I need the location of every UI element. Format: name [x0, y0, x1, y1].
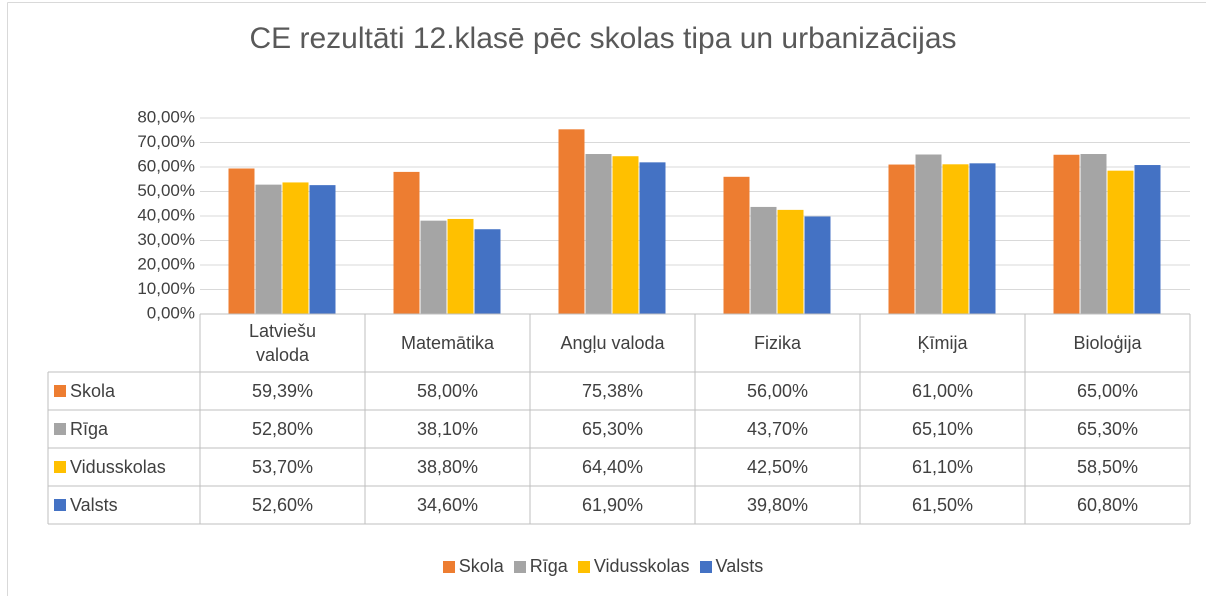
- x-tick-cell: Latviešu valoda: [200, 314, 365, 372]
- bar: [1134, 165, 1161, 314]
- chart-title: CE rezultāti 12.klasē pēc skolas tipa un…: [249, 22, 957, 55]
- bar: [777, 209, 804, 314]
- table-row-header: Vidusskolas: [48, 448, 200, 486]
- bar: [969, 163, 996, 314]
- series-name: Rīga: [70, 418, 109, 439]
- x-tick-label: Angļu valoda: [560, 333, 665, 353]
- x-tick-label: Bioloģija: [1073, 333, 1142, 353]
- bar: [804, 216, 831, 314]
- series-name: Skola: [70, 380, 116, 401]
- bar: [1080, 154, 1107, 314]
- series-name: Valsts: [70, 494, 118, 515]
- data-label: 52,60%: [251, 494, 314, 515]
- legend-key: [699, 560, 712, 573]
- y-tick-label: 70,00%: [137, 132, 195, 151]
- bar: [228, 168, 255, 314]
- legend-key: [54, 499, 66, 511]
- data-label: 38,10%: [416, 418, 479, 439]
- table-row-header: Rīga: [48, 410, 200, 448]
- data-label: 42,50%: [746, 456, 809, 477]
- legend: Skola Rīga Vidusskolas Valsts: [0, 556, 1206, 577]
- data-label: 58,00%: [416, 380, 479, 401]
- legend-key: [577, 560, 590, 573]
- y-tick-label: 30,00%: [137, 230, 195, 249]
- legend-item: Valsts: [699, 556, 764, 577]
- x-tick-cell: Angļu valoda: [530, 314, 695, 372]
- legend-key: [442, 560, 455, 573]
- bar: [888, 164, 915, 314]
- y-tick-label: 0,00%: [147, 303, 195, 322]
- bar: [474, 229, 501, 314]
- x-tick-label: Latviešu valoda: [248, 321, 317, 365]
- legend-item: Rīga: [513, 556, 568, 577]
- x-tick-cell: Fizika: [695, 314, 860, 372]
- data-label: 61,10%: [911, 456, 974, 477]
- y-tick-label: 10,00%: [137, 279, 195, 298]
- bar: [585, 154, 612, 314]
- x-tick-cell: Matemātika: [365, 314, 530, 372]
- data-label: 61,90%: [581, 494, 644, 515]
- y-tick-label: 80,00%: [137, 107, 195, 126]
- series-name: Vidusskolas: [70, 456, 166, 477]
- x-tick-label: Fizika: [753, 333, 801, 353]
- bar: [558, 129, 585, 314]
- data-label: 65,30%: [1076, 418, 1139, 439]
- data-label: 53,70%: [251, 456, 314, 477]
- bar: [282, 182, 309, 314]
- bar: [612, 156, 639, 314]
- data-label: 43,70%: [746, 418, 809, 439]
- bar: [723, 176, 750, 314]
- data-label: 39,80%: [746, 494, 809, 515]
- legend-label: Vidusskolas: [593, 556, 690, 576]
- legend-label: Valsts: [715, 556, 764, 576]
- data-label: 61,00%: [911, 380, 974, 401]
- table-row-header: Valsts: [48, 486, 200, 524]
- legend-key: [513, 560, 526, 573]
- bar: [309, 185, 336, 314]
- bar: [639, 162, 666, 314]
- y-tick-label: 60,00%: [137, 156, 195, 175]
- legend-label: Rīga: [529, 556, 568, 576]
- bar: [420, 220, 447, 314]
- data-label: 59,39%: [251, 380, 314, 401]
- bar: [915, 154, 942, 314]
- legend-key: [54, 423, 66, 435]
- x-tick-cell: Bioloģija: [1025, 314, 1190, 372]
- legend-key: [54, 461, 66, 473]
- legend-key: [54, 385, 66, 397]
- data-label: 65,00%: [1076, 380, 1139, 401]
- bar: [393, 171, 420, 314]
- data-label: 52,80%: [251, 418, 314, 439]
- data-label: 64,40%: [581, 456, 644, 477]
- data-label: 65,30%: [581, 418, 644, 439]
- data-label: 60,80%: [1076, 494, 1139, 515]
- bar: [255, 184, 282, 314]
- x-tick-cell: Ķīmija: [860, 314, 1025, 372]
- data-label: 65,10%: [911, 418, 974, 439]
- table-row-header: Skola: [48, 372, 200, 410]
- data-label: 38,80%: [416, 456, 479, 477]
- data-label: 61,50%: [911, 494, 974, 515]
- bar: [1053, 154, 1080, 314]
- y-tick-label: 40,00%: [137, 205, 195, 224]
- bar: [1107, 170, 1134, 314]
- data-label: 34,60%: [416, 494, 479, 515]
- data-label: 58,50%: [1076, 456, 1139, 477]
- y-tick-label: 20,00%: [137, 254, 195, 273]
- legend-item: Vidusskolas: [577, 556, 690, 577]
- legend-item: Skola: [442, 556, 504, 577]
- x-tick-label: Ķīmija: [917, 333, 968, 353]
- bar: [447, 218, 474, 314]
- bar: [942, 164, 969, 314]
- legend-label: Skola: [458, 556, 504, 576]
- bar: [750, 206, 777, 314]
- y-tick-label: 50,00%: [137, 181, 195, 200]
- data-label: 56,00%: [746, 380, 809, 401]
- x-tick-label: Matemātika: [400, 333, 495, 353]
- data-label: 75,38%: [581, 380, 644, 401]
